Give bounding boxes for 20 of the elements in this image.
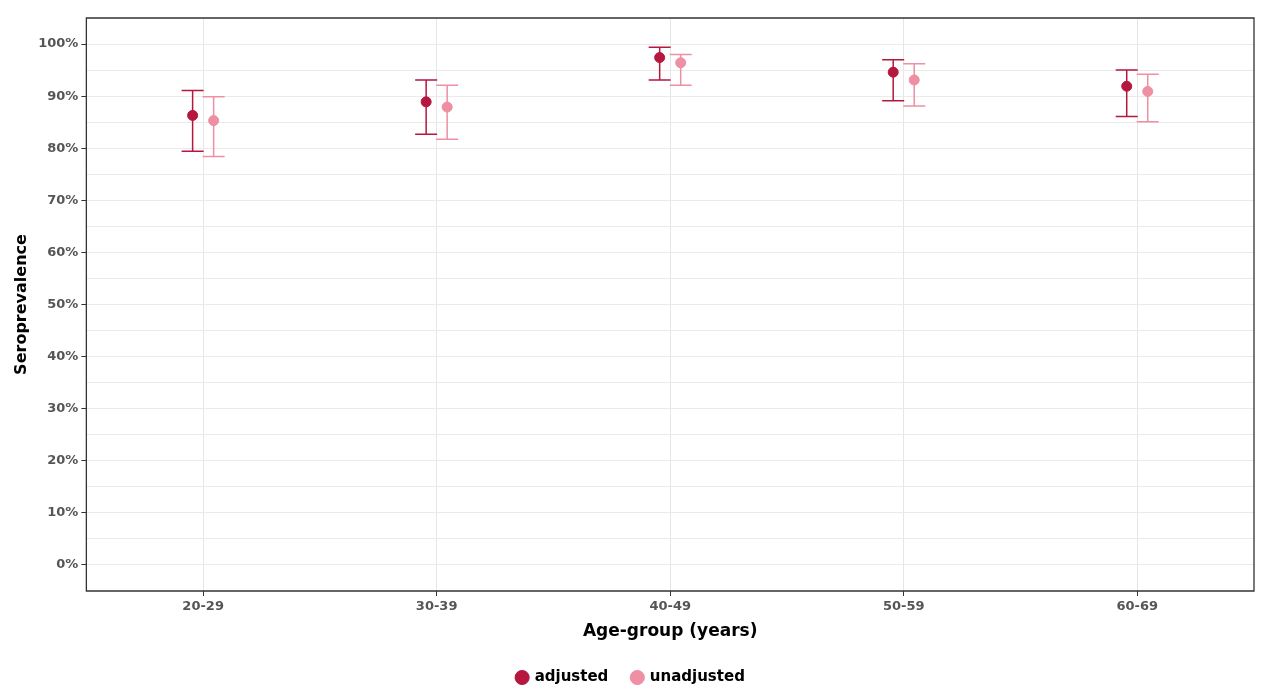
y-tick-label: 10% xyxy=(47,504,79,520)
y-tick-label: 100% xyxy=(38,35,79,51)
legend-label: unadjusted xyxy=(649,667,745,686)
y-tick-label: 50% xyxy=(47,295,79,311)
x-tick-label: 50-59 xyxy=(882,598,925,614)
y-tick-label: 20% xyxy=(47,452,79,468)
y-tick-label: 70% xyxy=(47,191,79,207)
y-axis-title: Seroprevalence xyxy=(10,233,30,375)
x-tick-label: 20-29 xyxy=(182,598,224,614)
y-tick-label: 40% xyxy=(47,347,79,363)
y-tick-label: 80% xyxy=(47,139,79,155)
x-axis-title: Age-group (years) xyxy=(582,620,758,641)
y-tick-label: 0% xyxy=(56,556,79,572)
x-tick-label: 40-49 xyxy=(649,598,691,614)
x-tick-label: 60-69 xyxy=(1116,598,1159,614)
y-tick-label: 60% xyxy=(47,243,79,259)
y-tick-label: 90% xyxy=(47,87,79,103)
x-tick-label: 30-39 xyxy=(415,598,458,614)
legend-label: adjusted xyxy=(534,667,609,686)
y-tick-label: 30% xyxy=(47,400,79,416)
